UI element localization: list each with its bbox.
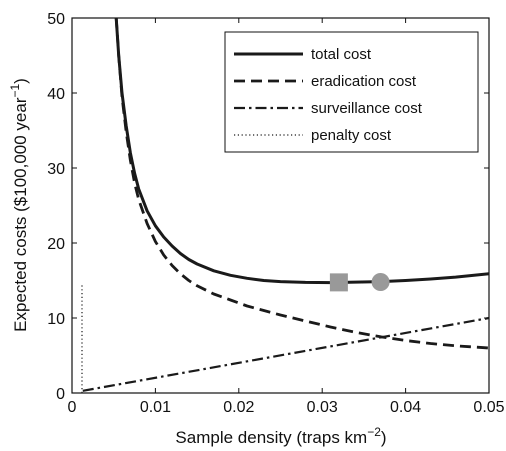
legend-label-eradication-cost: eradication cost: [311, 73, 417, 90]
optimum-circle-marker: [371, 273, 390, 291]
y-tick-label: 40: [47, 86, 65, 103]
legend-label-penalty-cost: penalty cost: [311, 127, 392, 144]
y-tick-label: 10: [47, 311, 65, 328]
y-tick-label: 30: [47, 161, 65, 178]
legend: total cost eradication cost surveillance c…: [224, 31, 479, 153]
y-tick-label: 0: [56, 386, 65, 403]
y-axis-label: Expected costs ($100,000 year−1): [8, 78, 30, 332]
plot-frame: [71, 17, 490, 394]
x-tick-label: 0.02: [223, 399, 254, 416]
legend-label-surveillance-cost: surveillance cost: [311, 100, 423, 117]
y-tick-label: 50: [47, 11, 65, 28]
legend-box: [224, 31, 479, 153]
legend-label-total-cost: total cost: [311, 46, 372, 63]
optimum-square-marker: [329, 273, 348, 292]
x-tick-label: 0.04: [390, 399, 421, 416]
x-axis-label: Sample density (traps km−2): [175, 425, 386, 447]
x-tick-label: 0: [68, 399, 77, 416]
series-eradication-cost: [114, 18, 489, 350]
x-tick-label: 0.03: [307, 399, 338, 416]
y-tick-label: 20: [47, 236, 65, 253]
x-tick-label: 0.05: [473, 399, 504, 416]
series-surveillance-cost: [82, 316, 489, 392]
x-tick-label: 0.01: [140, 399, 171, 416]
plot-layer: 0 0.01 0.02 0.03 0.04 0.05 0 10 20 30 40 50: [47, 11, 504, 416]
